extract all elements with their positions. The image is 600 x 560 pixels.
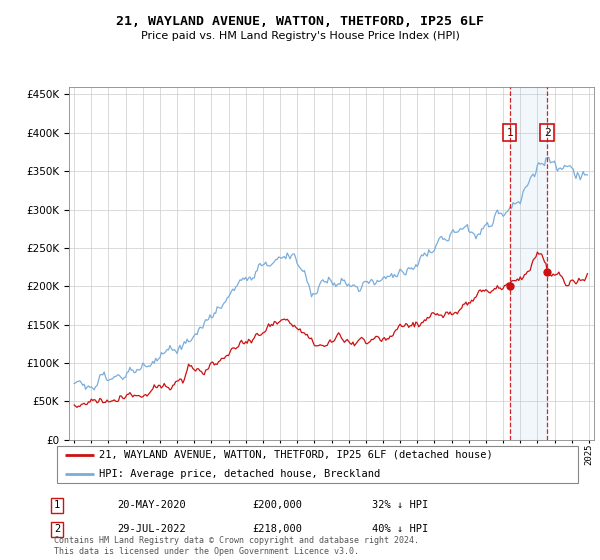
Text: 20-MAY-2020: 20-MAY-2020: [117, 500, 186, 510]
Text: 21, WAYLAND AVENUE, WATTON, THETFORD, IP25 6LF: 21, WAYLAND AVENUE, WATTON, THETFORD, IP…: [116, 15, 484, 28]
Bar: [509, 87, 547, 440]
Text: £200,000: £200,000: [252, 500, 302, 510]
Text: 1: 1: [506, 128, 513, 138]
FancyBboxPatch shape: [56, 446, 578, 483]
Text: £218,000: £218,000: [252, 524, 302, 534]
Text: HPI: Average price, detached house, Breckland: HPI: Average price, detached house, Brec…: [99, 469, 380, 479]
Text: 21, WAYLAND AVENUE, WATTON, THETFORD, IP25 6LF (detached house): 21, WAYLAND AVENUE, WATTON, THETFORD, IP…: [99, 450, 493, 460]
Text: 2: 2: [54, 524, 60, 534]
Text: 2: 2: [544, 128, 551, 138]
Text: 40% ↓ HPI: 40% ↓ HPI: [372, 524, 428, 534]
Text: Contains HM Land Registry data © Crown copyright and database right 2024.
This d: Contains HM Land Registry data © Crown c…: [54, 536, 419, 556]
Text: Price paid vs. HM Land Registry's House Price Index (HPI): Price paid vs. HM Land Registry's House …: [140, 31, 460, 41]
Text: 1: 1: [54, 500, 60, 510]
Text: 29-JUL-2022: 29-JUL-2022: [117, 524, 186, 534]
Text: 32% ↓ HPI: 32% ↓ HPI: [372, 500, 428, 510]
